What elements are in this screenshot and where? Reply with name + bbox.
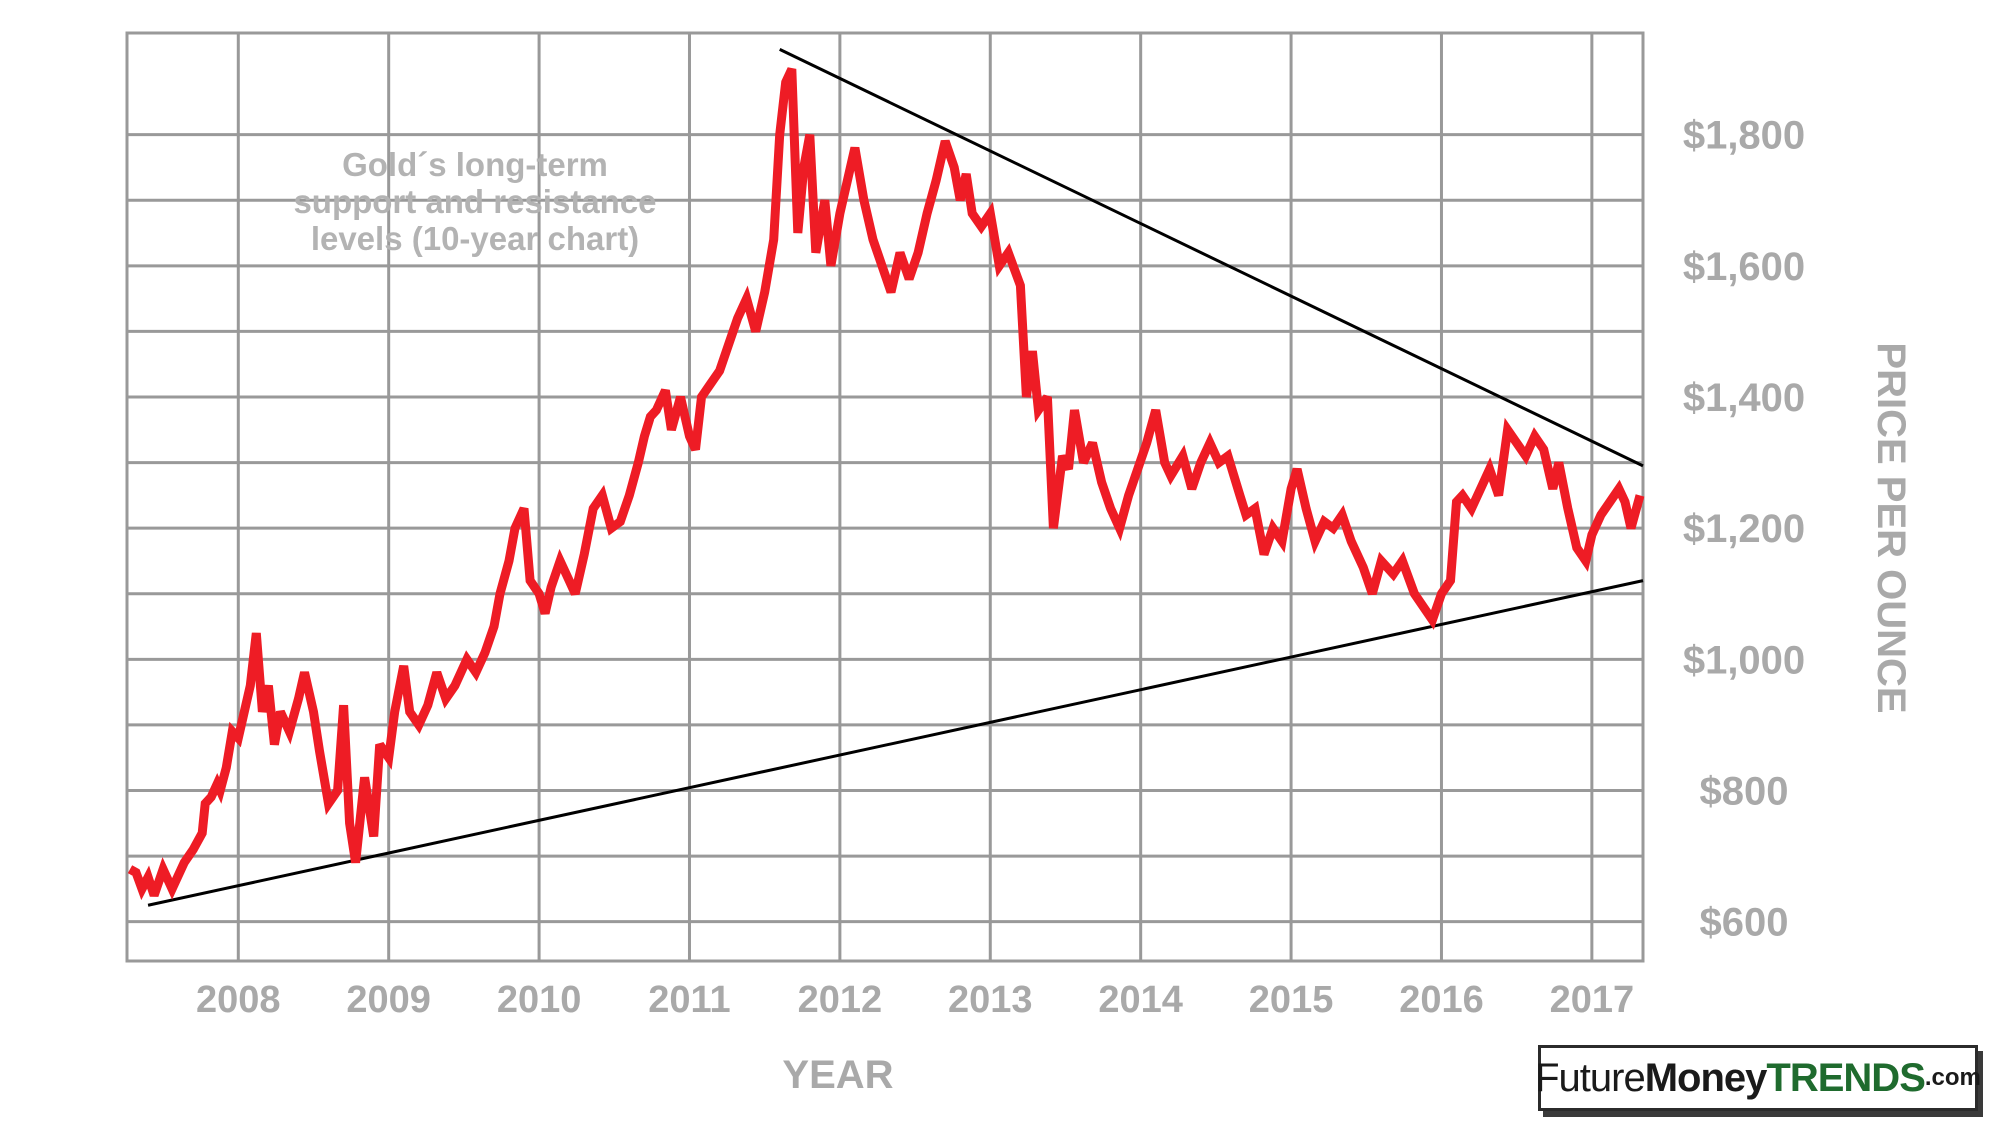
futuremoneytrends-logo: Future Money TRENDS .com: [1535, 1045, 1981, 1111]
logo-part-future: Future: [1535, 1055, 1646, 1100]
logo-part-trends: TRENDS: [1766, 1055, 1925, 1100]
y-tick-label-1600: $1,600: [1683, 245, 1805, 289]
x-axis-ticks: 2008 2009 2010 2011 2012 2013 2014 2015 2016 2017: [196, 979, 1634, 1021]
y-tick-label-1800: $1,800: [1683, 114, 1805, 158]
x-tick-label-2016: 2016: [1399, 979, 1484, 1021]
annotation-line-1: Gold´s long-term: [342, 146, 608, 183]
x-tick-label-2014: 2014: [1098, 979, 1183, 1021]
x-tick-label-2010: 2010: [497, 979, 582, 1021]
y-tick-label-1400: $1,400: [1683, 376, 1805, 420]
y-tick-label-800: $800: [1700, 769, 1789, 813]
y-axis-ticks: $600 $800 $1,000 $1,200 $1,400 $1,600 $1,800: [1683, 114, 1805, 945]
y-tick-label-1000: $1,000: [1683, 638, 1805, 682]
y-tick-label-1200: $1,200: [1683, 507, 1805, 551]
x-tick-label-2011: 2011: [648, 979, 730, 1021]
logo-part-money: Money: [1644, 1055, 1768, 1100]
annotation-line-2: support and resistance: [293, 183, 656, 220]
x-tick-label-2009: 2009: [346, 979, 431, 1021]
x-tick-label-2008: 2008: [196, 979, 281, 1021]
trendlines: [147, 48, 1644, 907]
annotation-line-3: levels (10-year chart): [311, 220, 639, 257]
gold-price-series-line: [127, 67, 1645, 901]
support-trendline: [147, 579, 1644, 907]
resistance-trendline: [779, 48, 1644, 468]
logo-part-com: .com: [1924, 1064, 1981, 1091]
series-layer: [127, 67, 1645, 901]
y-axis-label: PRICE PER OUNCE: [1869, 342, 1913, 713]
x-tick-label-2012: 2012: [798, 979, 883, 1021]
x-tick-label-2017: 2017: [1550, 979, 1635, 1021]
x-axis-label: YEAR: [782, 1053, 893, 1097]
x-tick-label-2013: 2013: [948, 979, 1033, 1021]
y-tick-label-600: $600: [1700, 901, 1789, 945]
x-tick-label-2015: 2015: [1249, 979, 1334, 1021]
